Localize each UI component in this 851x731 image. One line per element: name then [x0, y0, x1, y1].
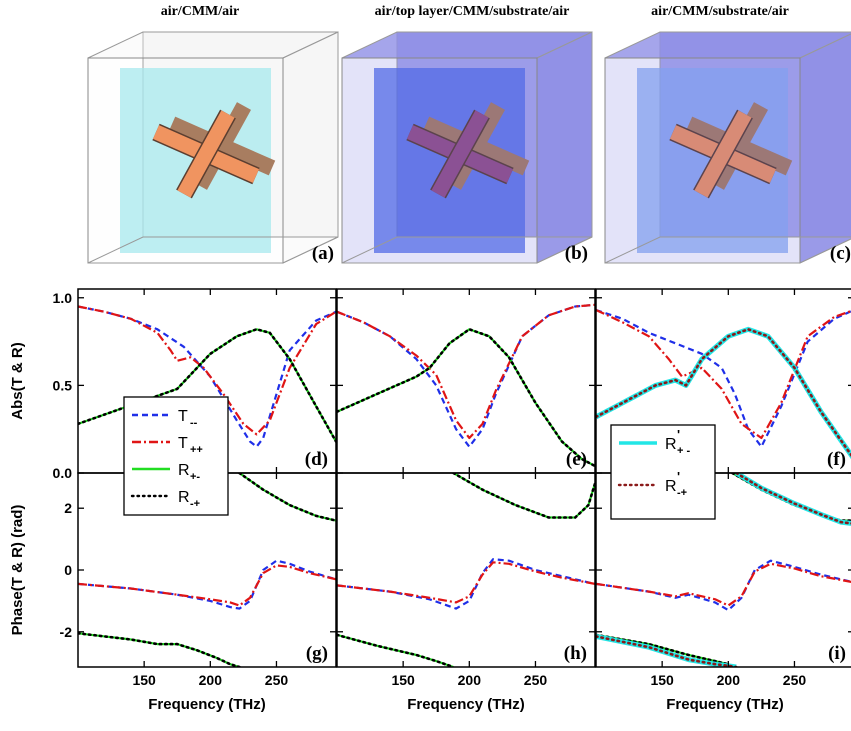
legend-label: R — [665, 436, 677, 453]
series-T-line — [337, 558, 595, 610]
chart-panel-h: 150 200 250 (h) Frequency (THz) — [336, 472, 596, 713]
legend-frame — [610, 424, 716, 520]
legend-prime: ' — [677, 427, 680, 442]
series-T-line — [78, 564, 336, 607]
x-tick-label: 150 — [132, 672, 156, 688]
legend-label: T — [178, 435, 188, 452]
scene-title-b: air/top layer/CMM/substrate/air — [374, 4, 570, 19]
cross-depth-arm — [446, 102, 506, 190]
legend-label: R — [178, 489, 190, 506]
cross-depth-arm — [192, 102, 252, 190]
x-axis-label: Frequency (THz) — [148, 696, 266, 713]
chart-panel-e: (e) — [336, 288, 596, 474]
scene-title-a: air/CMM/air — [160, 4, 240, 19]
series-T-line — [337, 303, 595, 440]
panel-label: (d) — [305, 449, 328, 470]
box-bottom-edge — [341, 236, 593, 264]
plot-frame — [336, 472, 596, 668]
box-side-face — [282, 31, 339, 264]
box-side-face — [536, 31, 593, 264]
legend-subscript: -- — [190, 417, 198, 429]
series-group — [78, 473, 336, 667]
scene-title-c: air/CMM/substrate/air — [651, 4, 789, 19]
legend-subscript: -+ — [677, 487, 687, 499]
legend-right: R'+ -R'-+ — [610, 424, 716, 520]
legend-subscript: -+ — [190, 498, 200, 510]
series-T-line — [78, 559, 336, 610]
series-T-line — [596, 309, 851, 440]
legend-prime: ' — [677, 469, 680, 484]
scene-label: (b) — [565, 243, 588, 264]
x-tick-label: 200 — [458, 672, 482, 688]
legend-label: R — [178, 462, 190, 479]
x-tick-label: 150 — [650, 672, 674, 688]
x-tick-label: 200 — [717, 672, 741, 688]
x-tick-label: 250 — [783, 672, 807, 688]
box-front-face — [87, 57, 284, 264]
panel-label: (e) — [566, 449, 587, 470]
series-group — [596, 308, 851, 460]
series-group — [337, 473, 595, 667]
box-side-face — [799, 33, 851, 264]
y-tick-label: 0.0 — [53, 465, 73, 481]
series-T-line — [596, 308, 851, 448]
series-T-line — [596, 559, 851, 612]
series-group — [337, 303, 595, 468]
x-tick-label: 250 — [524, 672, 548, 688]
series-R-line — [596, 328, 851, 457]
legend-label: R — [665, 478, 677, 495]
legend-subscript: ++ — [190, 444, 203, 456]
x-tick-label: 200 — [199, 672, 223, 688]
panel-label: (f) — [827, 449, 846, 470]
y-tick-label: -2 — [60, 624, 73, 640]
series-R-line — [337, 328, 595, 468]
cross-arm — [177, 110, 235, 198]
scene-b: (b) — [341, 31, 593, 264]
y-axis-label: Abs(T & R) — [9, 342, 26, 420]
x-axis-label: Frequency (THz) — [407, 696, 525, 713]
scene-label: (a) — [312, 243, 334, 264]
panel-label: (h) — [564, 643, 587, 664]
series-T-line — [337, 303, 595, 448]
panel-label: (g) — [306, 643, 328, 664]
x-tick-label: 150 — [391, 672, 415, 688]
panel-label: (i) — [828, 643, 846, 664]
series-R-line — [337, 473, 595, 667]
scene-a: (a) — [87, 31, 339, 264]
series-R-line — [337, 473, 595, 667]
x-axis-label: Frequency (THz) — [666, 696, 784, 713]
series-group — [596, 473, 851, 667]
scene-c: (c) — [604, 31, 851, 264]
y-tick-label: 0.5 — [53, 377, 73, 393]
scene-label: (c) — [830, 243, 851, 264]
box-front-face — [604, 57, 801, 264]
box-bottom-edge — [87, 236, 339, 264]
legend-subscript: +- — [190, 471, 200, 483]
series-R-line — [596, 473, 851, 667]
legend-frame — [123, 396, 229, 516]
legend-label: T — [178, 408, 188, 425]
y-tick-label: 0 — [64, 562, 72, 578]
chart-panel-i: 150 200 250 (i) Frequency (THz) — [595, 472, 851, 713]
cross-arm — [694, 110, 752, 198]
series-R-line — [78, 473, 336, 667]
series-R-line — [78, 328, 336, 443]
series-T-line — [596, 562, 851, 607]
cross-depth-arm — [709, 102, 769, 190]
legend-left: T --T ++R +-R -+ — [123, 396, 229, 516]
box-bottom-edge — [604, 236, 851, 264]
series-T-line — [337, 561, 595, 604]
cross-arm — [431, 110, 489, 198]
y-tick-label: 2 — [64, 500, 72, 516]
box-front-face — [341, 57, 538, 264]
y-tick-label: 1.0 — [53, 290, 73, 306]
plot-frame — [336, 288, 596, 474]
legend-subscript: + - — [677, 445, 690, 457]
series-T-line — [78, 305, 336, 436]
series-R-line — [337, 328, 595, 467]
x-tick-label: 250 — [265, 672, 289, 688]
y-axis-label: Phase(T & R) (rad) — [9, 505, 26, 636]
chart-panel-g: -2 0 2 150 200 250 (g) Frequency (THz) Phase(T &… — [9, 472, 337, 713]
